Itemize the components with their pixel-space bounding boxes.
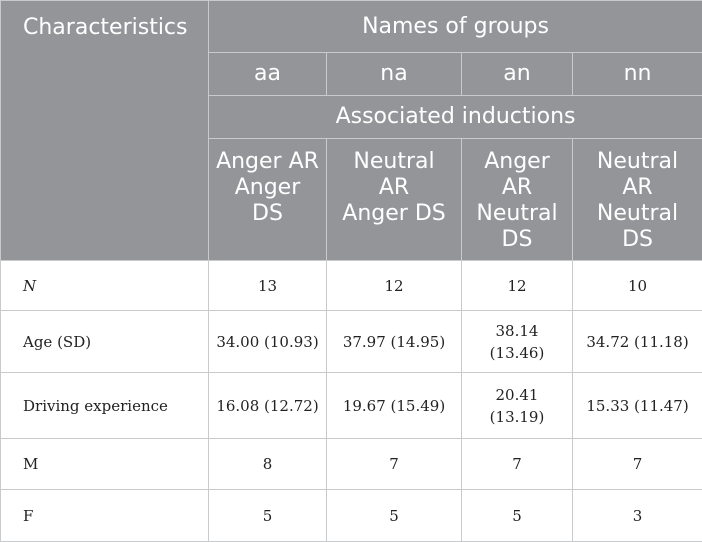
group-code-na: na xyxy=(327,53,462,96)
induction-line: Neutral xyxy=(597,201,678,226)
table-body: N 13 12 12 10 Age (SD) 34.00 (10.93) 37.… xyxy=(1,261,702,542)
cell-drive-an: 20.41 (13.19) xyxy=(462,373,573,439)
row-label-age: Age (SD) xyxy=(1,311,209,373)
cell-m-aa: 8 xyxy=(209,439,327,490)
group-code-an: an xyxy=(462,53,573,96)
cell-n-an: 12 xyxy=(462,261,573,311)
cell-m-an: 7 xyxy=(462,439,573,490)
induction-line: DS xyxy=(252,201,283,226)
cell-drive-nn: 15.33 (11.47) xyxy=(573,373,702,439)
table-header: Characteristics Names of groups aa na an… xyxy=(1,1,702,261)
cell-m-na: 7 xyxy=(327,439,462,490)
names-of-groups-header: Names of groups xyxy=(209,1,702,53)
induction-nn: Neutral AR Neutral DS xyxy=(573,139,702,261)
cell-f-nn: 3 xyxy=(573,490,702,542)
induction-line: Anger xyxy=(235,175,301,200)
induction-line: DS xyxy=(502,227,533,252)
induction-line: Anger xyxy=(484,149,550,174)
cell-age-aa: 34.00 (10.93) xyxy=(209,311,327,373)
table-row-driving-experience: Driving experience 16.08 (12.72) 19.67 (… xyxy=(1,373,702,439)
cell-drive-na: 19.67 (15.49) xyxy=(327,373,462,439)
cell-age-na: 37.97 (14.95) xyxy=(327,311,462,373)
cell-age-an: 38.14 (13.46) xyxy=(462,311,573,373)
characteristics-header: Characteristics xyxy=(1,1,209,261)
cell-f-aa: 5 xyxy=(209,490,327,542)
cell-n-nn: 10 xyxy=(573,261,702,311)
group-code-nn: nn xyxy=(573,53,702,96)
induction-line: Anger AR xyxy=(216,149,319,174)
cell-line: 20.41 xyxy=(496,386,539,404)
induction-aa: Anger AR Anger DS xyxy=(209,139,327,261)
table-row-f: F 5 5 5 3 xyxy=(1,490,702,542)
row-label-m: M xyxy=(1,439,209,490)
associated-inductions-header: Associated inductions xyxy=(209,96,702,139)
induction-line: Neutral xyxy=(597,149,678,174)
induction-line: AR xyxy=(502,175,532,200)
induction-line: Neutral xyxy=(353,149,434,174)
table-row-n: N 13 12 12 10 xyxy=(1,261,702,311)
table-row-m: M 8 7 7 7 xyxy=(1,439,702,490)
header-row-names-of-groups: Characteristics Names of groups xyxy=(1,1,702,53)
induction-na: Neutral AR Anger DS xyxy=(327,139,462,261)
induction-line: AR xyxy=(622,175,652,200)
row-label-f: F xyxy=(1,490,209,542)
group-code-aa: aa xyxy=(209,53,327,96)
cell-line: (13.46) xyxy=(490,344,545,362)
induction-line: Neutral xyxy=(476,201,557,226)
cell-f-na: 5 xyxy=(327,490,462,542)
cell-m-nn: 7 xyxy=(573,439,702,490)
induction-line: Anger DS xyxy=(342,201,445,226)
cell-age-nn: 34.72 (11.18) xyxy=(573,311,702,373)
row-label-n: N xyxy=(1,261,209,311)
row-label-driving-experience: Driving experience xyxy=(1,373,209,439)
induction-line: AR xyxy=(379,175,409,200)
cell-f-an: 5 xyxy=(462,490,573,542)
cell-drive-aa: 16.08 (12.72) xyxy=(209,373,327,439)
induction-an: Anger AR Neutral DS xyxy=(462,139,573,261)
induction-line: DS xyxy=(622,227,653,252)
cell-n-na: 12 xyxy=(327,261,462,311)
cell-line: 38.14 xyxy=(496,322,539,340)
cell-line: (13.19) xyxy=(490,408,545,426)
cell-n-aa: 13 xyxy=(209,261,327,311)
table-row-age: Age (SD) 34.00 (10.93) 37.97 (14.95) 38.… xyxy=(1,311,702,373)
